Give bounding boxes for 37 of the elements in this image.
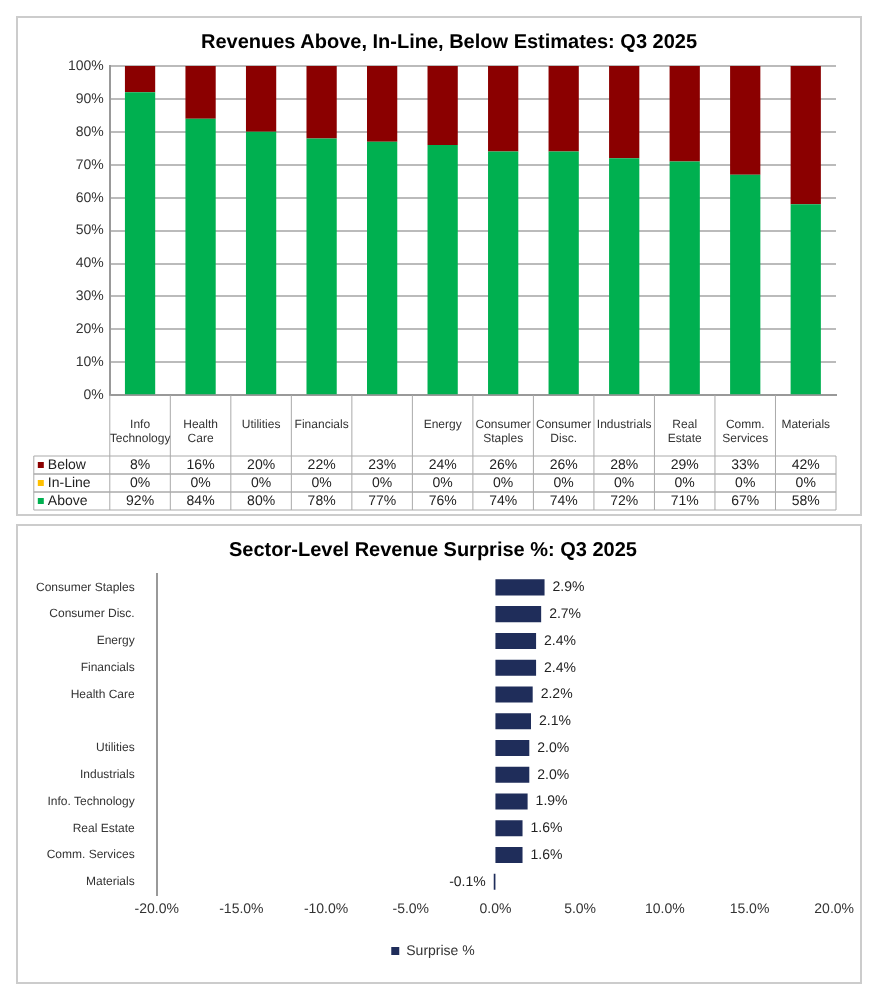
bar xyxy=(495,766,530,783)
bar xyxy=(495,686,533,703)
bar xyxy=(124,66,156,93)
bar xyxy=(548,66,579,152)
bar xyxy=(790,66,821,205)
bar xyxy=(495,632,537,649)
bar xyxy=(427,145,458,395)
bar xyxy=(730,66,761,175)
bar xyxy=(495,606,542,623)
bar xyxy=(495,579,545,596)
bar xyxy=(367,141,398,395)
bar xyxy=(185,118,216,395)
bar xyxy=(124,92,156,395)
bar xyxy=(495,659,537,676)
bar xyxy=(245,66,277,132)
bar xyxy=(488,66,519,152)
bar xyxy=(669,66,700,162)
bar xyxy=(495,820,523,837)
bar xyxy=(495,793,528,810)
bar xyxy=(495,739,530,757)
bar xyxy=(495,847,523,864)
bar xyxy=(609,66,640,159)
bar xyxy=(245,131,277,395)
bar xyxy=(730,174,761,395)
chart-title: Sector-Level Revenue Surprise %: Q3 2025 xyxy=(229,539,638,562)
bar xyxy=(427,66,458,146)
bar xyxy=(669,161,700,395)
bar xyxy=(790,204,821,395)
bar xyxy=(488,151,519,395)
bar xyxy=(609,158,640,395)
bar xyxy=(306,138,337,395)
bar xyxy=(495,713,531,730)
bar xyxy=(548,151,579,395)
chart-title: Revenues Above, In-Line, Below Estimates: Q3 2025 xyxy=(200,31,698,54)
bar xyxy=(367,66,398,142)
bar xyxy=(306,66,337,139)
bar xyxy=(185,66,216,119)
